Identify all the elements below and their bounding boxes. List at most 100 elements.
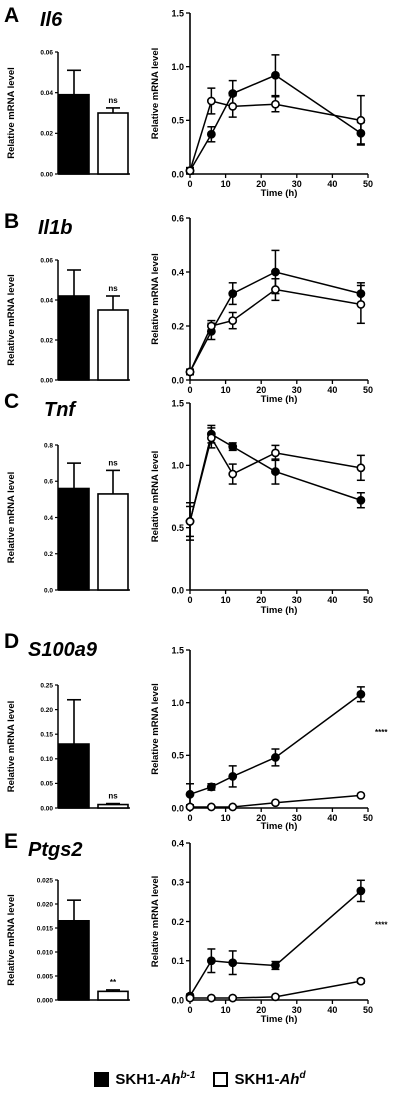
line-y-tick-label: 0.0: [171, 169, 184, 179]
line-y-tick-label: 1.5: [171, 645, 184, 655]
data-point-ahd: [271, 448, 280, 458]
bar-ahb1: [58, 743, 90, 809]
line-y-tick-label: 0.0: [171, 585, 184, 595]
bar-y-tick-label: 0.8: [44, 442, 53, 449]
bar-ahb1: [58, 93, 90, 175]
line-significance-label: ****: [375, 728, 388, 737]
bar-y-tick-label: 0.010: [37, 949, 54, 956]
data-point-ahb1: [228, 958, 238, 968]
panel-letter: A: [4, 4, 19, 27]
bar-y-tick-label: 0.020: [37, 901, 54, 908]
legend-sup: b-1: [180, 1070, 196, 1081]
bar-y-tick-label: 0.04: [40, 90, 53, 97]
line-x-tick-label: 0: [187, 1005, 192, 1015]
data-point-ahd: [271, 99, 280, 109]
data-point-ahd: [206, 433, 216, 443]
line-x-tick-label: 30: [292, 1005, 302, 1015]
line-y-tick-label: 0.3: [171, 878, 184, 888]
bar-y-tick-label: 0.15: [40, 732, 53, 739]
data-point-ahd: [228, 469, 238, 479]
panel-letter: E: [4, 830, 18, 853]
bar-y-tick-label: 0.20: [40, 707, 53, 714]
data-point-ahd: [185, 367, 195, 377]
bar-ahb1: [58, 919, 90, 1001]
line-x-tick-label: 10: [221, 385, 231, 395]
bar-y-tick-label: 0.00: [40, 171, 53, 178]
line-y-tick-label: 1.0: [171, 461, 184, 471]
line-y-tick-label: 0.0: [171, 375, 184, 385]
data-point-ahb1: [206, 129, 216, 139]
series-line-ahb1: [189, 693, 362, 796]
line-y-tick-label: 0.6: [171, 213, 184, 223]
bar-ahd: [97, 309, 129, 381]
data-point-ahb1: [356, 886, 366, 896]
line-x-axis-label: Time (h): [261, 821, 298, 832]
line-y-tick-label: 0.2: [171, 321, 184, 331]
bar-ahd: [97, 990, 129, 1001]
line-y-tick-label: 0.5: [171, 523, 184, 533]
bar-y-tick-label: 0.25: [40, 682, 53, 689]
data-point-ahd: [228, 993, 238, 1003]
line-y-tick-label: 0.0: [171, 803, 184, 813]
bar-y-axis-label: Relative mRNA level: [6, 701, 17, 793]
legend-sup: d: [299, 1070, 306, 1081]
gene-title: Il6: [40, 9, 63, 31]
line-y-axis-label: Relative mRNA level: [150, 48, 161, 140]
bar-y-tick-label: 0.02: [40, 337, 53, 344]
bar-y-tick-label: 0.00: [40, 805, 53, 812]
gene-title: Il1b: [38, 217, 72, 239]
data-point-ahb1: [271, 267, 280, 277]
data-point-ahd: [356, 976, 366, 986]
panel-letter: C: [4, 390, 19, 413]
data-point-ahb1: [271, 753, 280, 762]
line-x-tick-label: 20: [256, 595, 266, 605]
bar-y-axis-label: Relative mRNA level: [6, 67, 17, 159]
data-point-ahd: [185, 993, 195, 1003]
data-point-ahd: [271, 798, 280, 808]
line-y-tick-label: 0.1: [171, 956, 184, 966]
line-x-tick-label: 0: [187, 595, 192, 605]
line-y-tick-label: 0.5: [171, 751, 184, 761]
data-point-ahb1: [206, 956, 216, 966]
line-y-axis-label: Relative mRNA level: [150, 253, 161, 345]
line-x-tick-label: 0: [187, 813, 192, 823]
data-point-ahd: [206, 802, 216, 812]
bar-y-tick-label: 0.00: [40, 377, 53, 384]
line-x-tick-label: 10: [221, 1005, 231, 1015]
data-point-ahb1: [228, 289, 238, 298]
data-point-ahb1: [228, 772, 238, 781]
data-point-ahd: [228, 802, 238, 812]
data-point-ahb1: [356, 689, 366, 699]
data-point-ahd: [185, 166, 195, 176]
data-point-ahd: [228, 101, 238, 111]
data-point-ahb1: [228, 442, 238, 452]
legend-swatch-filled: [94, 1071, 110, 1087]
bar-y-tick-label: 0.05: [40, 781, 53, 788]
legend-prefix: SKH1-: [115, 1071, 161, 1088]
line-x-tick-label: 40: [327, 813, 337, 823]
line-y-axis-label: Relative mRNA level: [150, 451, 161, 543]
line-x-tick-label: 40: [327, 595, 337, 605]
line-y-tick-label: 0.2: [171, 917, 184, 927]
data-point-ahd: [228, 316, 238, 325]
line-x-axis-label: Time (h): [261, 188, 298, 199]
bar-y-tick-label: 0.2: [44, 551, 53, 558]
gene-title: Tnf: [44, 399, 77, 421]
gene-title: S100a9: [28, 639, 98, 661]
bar-y-tick-label: 0.0: [44, 587, 53, 594]
line-x-tick-label: 30: [292, 179, 302, 189]
data-point-ahb1: [271, 70, 280, 80]
bar-y-tick-label: 0.04: [40, 297, 53, 304]
data-point-ahb1: [271, 961, 280, 970]
panel-letter: D: [4, 630, 19, 653]
line-x-axis-label: Time (h): [261, 605, 298, 616]
bar-y-tick-label: 0.06: [40, 49, 53, 56]
bar-ahd: [97, 493, 129, 591]
line-x-tick-label: 50: [363, 1005, 373, 1015]
line-y-tick-label: 0.4: [171, 838, 184, 848]
legend-item-ahd: SKH1-Ahd: [213, 1070, 306, 1088]
line-y-axis-label: Relative mRNA level: [150, 876, 161, 968]
bar-y-tick-label: 0.005: [37, 973, 54, 980]
line-y-tick-label: 1.5: [171, 398, 184, 408]
data-point-ahd: [271, 285, 280, 294]
